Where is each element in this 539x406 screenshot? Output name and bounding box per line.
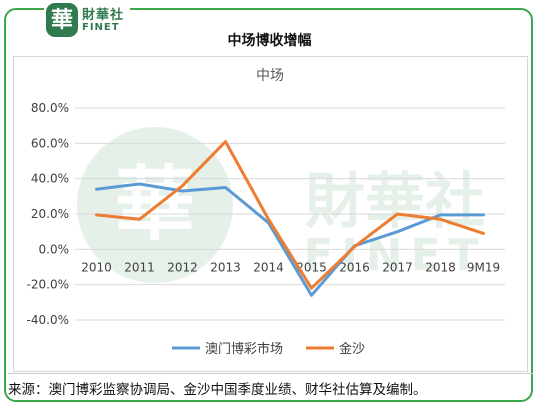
x-tick-label: 2013	[210, 260, 241, 274]
y-tick-label: -20.0%	[27, 278, 69, 292]
gridlines	[75, 107, 505, 321]
series-line-sands	[95, 140, 485, 290]
legend-label-macau: 澳门博彩市场	[205, 341, 283, 357]
x-axis-ticks: 2010 2011 2012 2013 2014 2015 2016 2017 2018 9M19	[81, 260, 500, 274]
watermark-seal-char: 華	[115, 157, 195, 251]
x-tick-label: 2016	[339, 260, 370, 274]
series-line-macau	[95, 182, 485, 297]
x-tick-label: 2010	[81, 260, 112, 274]
watermark: 華 財華社 FINET	[77, 127, 485, 283]
logo-badge: 華	[46, 3, 78, 37]
x-tick-label: 2011	[124, 260, 155, 274]
y-tick-label: 0.0%	[39, 242, 70, 256]
y-tick-label: 40.0%	[31, 172, 69, 186]
source-note: 来源：澳门博彩监察协调局、金沙中国季度业绩、财华社估算及编制。	[8, 373, 533, 398]
x-tick-label: 2017	[382, 260, 413, 274]
logo-english-name: FINET	[82, 22, 120, 33]
x-tick-label: 2012	[167, 260, 198, 274]
x-tick-label: 2018	[425, 260, 456, 274]
page-title: 中场博收增幅	[227, 33, 312, 49]
legend: 澳门博彩市场 金沙	[172, 341, 365, 357]
x-tick-label: 2015	[296, 260, 327, 274]
y-axis-ticks: 80.0% 60.0% 40.0% 20.0% 0.0% -20.0% -40.0%	[27, 101, 69, 327]
legend-label-sands: 金沙	[339, 341, 365, 357]
y-tick-label: 60.0%	[31, 136, 69, 150]
x-tick-label: 2014	[253, 260, 284, 274]
y-tick-label: 80.0%	[31, 101, 69, 115]
y-tick-label: -40.0%	[27, 313, 69, 327]
watermark-seal	[77, 127, 233, 283]
finet-logo: 華 財華社 FINET	[44, 0, 130, 40]
logo-chinese-name: 財華社	[82, 8, 125, 23]
y-tick-label: 20.0%	[31, 207, 69, 221]
x-tick-label: 9M19	[467, 260, 500, 274]
chart-title: 中场	[256, 68, 284, 84]
series-lines	[95, 140, 485, 297]
